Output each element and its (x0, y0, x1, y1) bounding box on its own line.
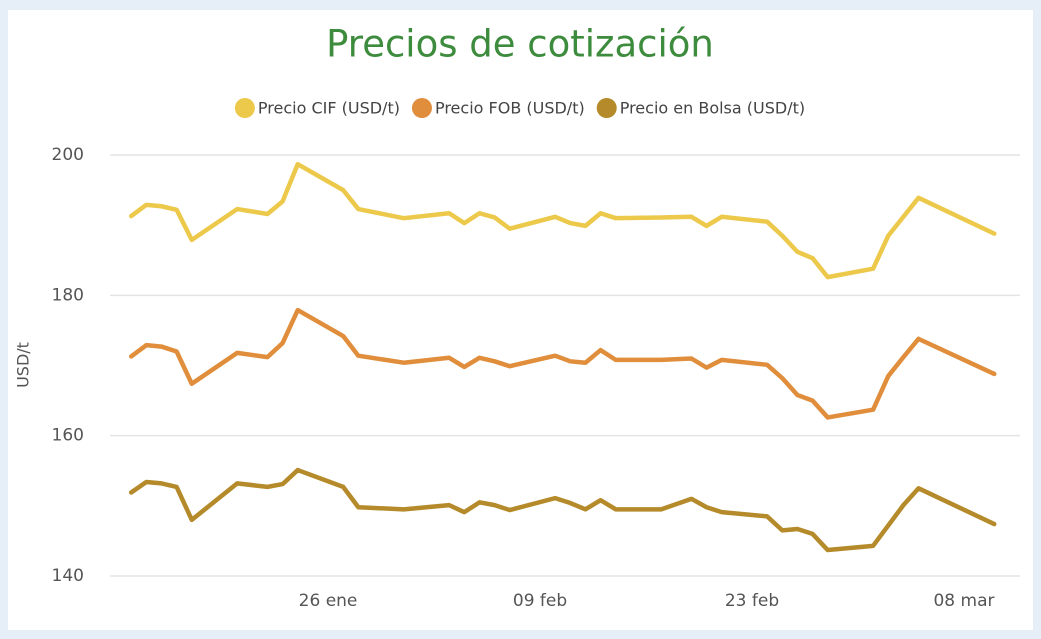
series-line (128, 467, 997, 553)
legend-label: Precio CIF (USD/t) (258, 99, 400, 118)
chart-title: Precios de cotización (326, 23, 714, 66)
y-axis-label: USD/t (14, 342, 33, 388)
y-tick-label: 200 (52, 145, 84, 165)
x-tick-label: 26 ene (299, 591, 358, 611)
series-line (128, 307, 997, 420)
chart-panel: Precios de cotización USD/t 140 160 180 200… (8, 10, 1033, 630)
series-line (128, 161, 997, 280)
legend-label: Precio en Bolsa (USD/t) (620, 99, 805, 118)
y-tick-label: 160 (52, 426, 84, 446)
x-tick-label: 09 feb (513, 591, 567, 611)
x-tick-label: 08 mar (933, 591, 994, 611)
y-tick-label: 180 (52, 285, 84, 305)
y-tick-label: 140 (52, 566, 84, 586)
legend-marker (411, 98, 432, 118)
legend-marker (234, 98, 255, 118)
chart: Precios de cotización USD/t 140 160 180 200… (14, 23, 1020, 611)
legend-marker (596, 98, 617, 118)
x-tick-label: 23 feb (725, 591, 779, 611)
legend-label: Precio FOB (USD/t) (435, 99, 585, 118)
legend: Precio CIF (USD/t) Precio FOB (USD/t) Prec… (234, 98, 805, 118)
